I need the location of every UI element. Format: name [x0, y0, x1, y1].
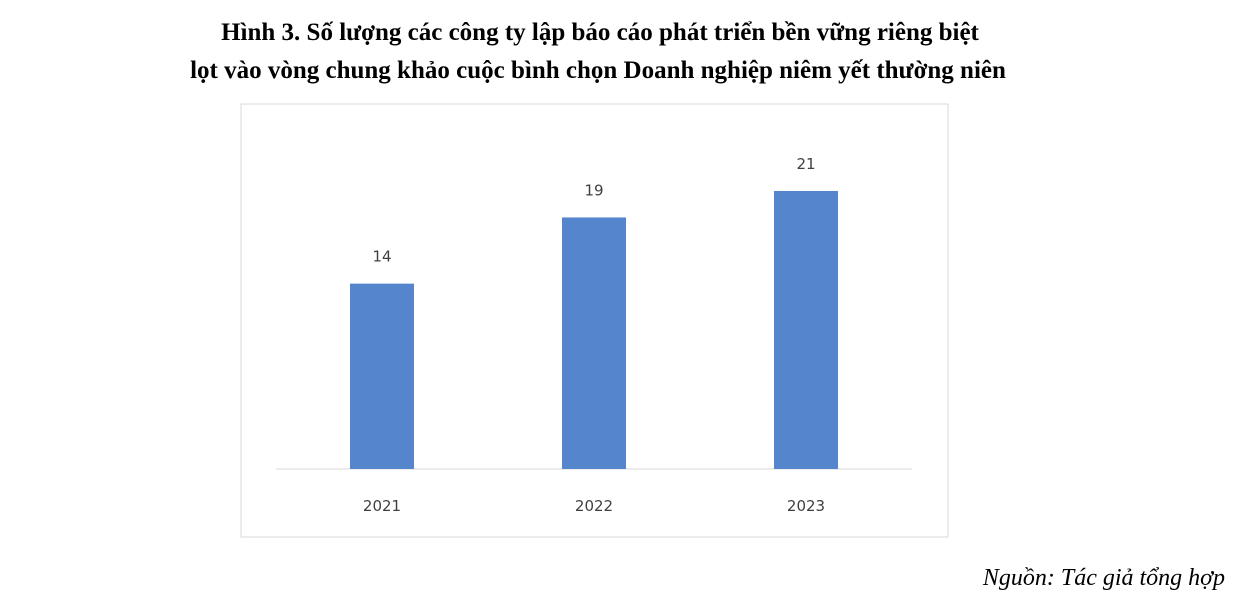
- bar: [562, 217, 626, 469]
- bar: [350, 283, 414, 469]
- chart-title: lọt vào vòng chung khảo cuộc bình chọn D…: [190, 57, 1006, 84]
- source-note: Nguồn: Tác giả tổng hợp: [982, 565, 1225, 591]
- bar: [774, 190, 838, 469]
- data-label: 21: [796, 155, 815, 173]
- x-tick-label: 2021: [363, 497, 401, 515]
- chart-title: Hình 3. Số lượng các công ty lập báo cáo…: [221, 19, 979, 46]
- data-label: 14: [372, 248, 391, 266]
- x-tick-label: 2022: [575, 497, 613, 515]
- x-tick-label: 2023: [787, 497, 825, 515]
- data-label: 19: [584, 181, 603, 199]
